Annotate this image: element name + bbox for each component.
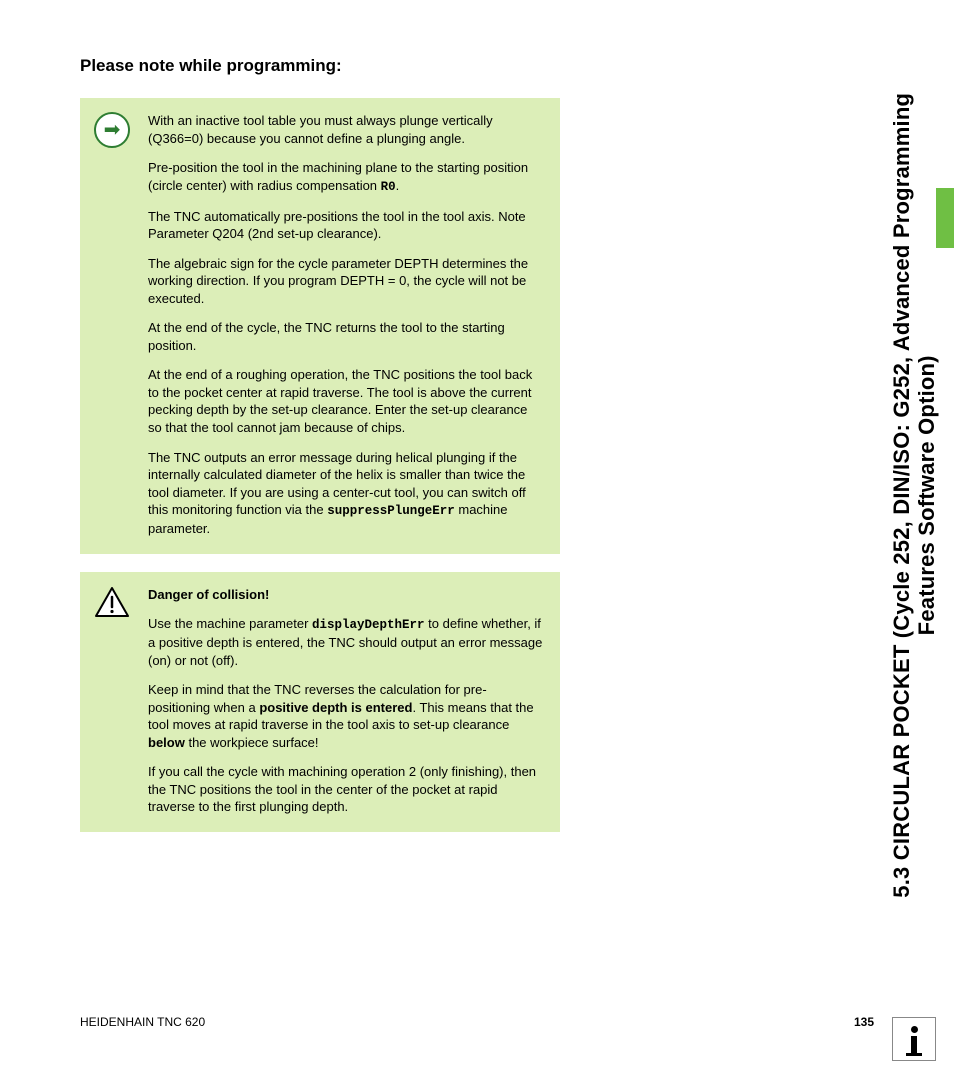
arrow-glyph: ➡ [104, 120, 121, 140]
note-box-warning: Danger of collision! Use the machine par… [80, 572, 560, 832]
note-box-info: ➡ With an inactive tool table you must a… [80, 98, 560, 554]
note-paragraph: The TNC automatically pre-positions the … [148, 208, 544, 243]
side-tab: 5.3 CIRCULAR POCKET (Cycle 252, DIN/ISO:… [874, 0, 954, 990]
note-paragraph: The TNC outputs an error message during … [148, 449, 544, 538]
note-body: With an inactive tool table you must alw… [148, 112, 544, 538]
warning-icon [94, 586, 130, 618]
note-paragraph: The algebraic sign for the cycle paramet… [148, 255, 544, 308]
note-paragraph: At the end of the cycle, the TNC returns… [148, 319, 544, 354]
danger-title: Danger of collision! [148, 586, 544, 604]
page: Please note while programming: ➡ With an… [0, 0, 954, 1091]
side-tab-text: 5.3 CIRCULAR POCKET (Cycle 252, DIN/ISO:… [889, 93, 940, 898]
note-body-warning: Danger of collision! Use the machine par… [148, 586, 544, 816]
note-paragraph: Use the machine parameter displayDepthEr… [148, 615, 544, 669]
footer-left: HEIDENHAIN TNC 620 [80, 1015, 205, 1029]
note-paragraph: With an inactive tool table you must alw… [148, 112, 544, 147]
note-paragraph: If you call the cycle with machining ope… [148, 763, 544, 816]
side-tab-line2: Features Software Option) [914, 355, 939, 635]
note-paragraph: Keep in mind that the TNC reverses the c… [148, 681, 544, 751]
page-footer: HEIDENHAIN TNC 620 135 [80, 1015, 874, 1029]
page-number: 135 [854, 1015, 874, 1029]
note-paragraph: At the end of a roughing operation, the … [148, 366, 544, 436]
note-icon-wrap: ➡ [94, 112, 134, 538]
page-heading: Please note while programming: [80, 56, 894, 76]
note-paragraph: Pre-position the tool in the machining p… [148, 159, 544, 195]
side-tab-line1: 5.3 CIRCULAR POCKET (Cycle 252, DIN/ISO:… [889, 93, 914, 898]
arrow-icon: ➡ [94, 112, 130, 148]
warn-icon-wrap [94, 586, 134, 816]
info-icon [892, 1017, 936, 1061]
